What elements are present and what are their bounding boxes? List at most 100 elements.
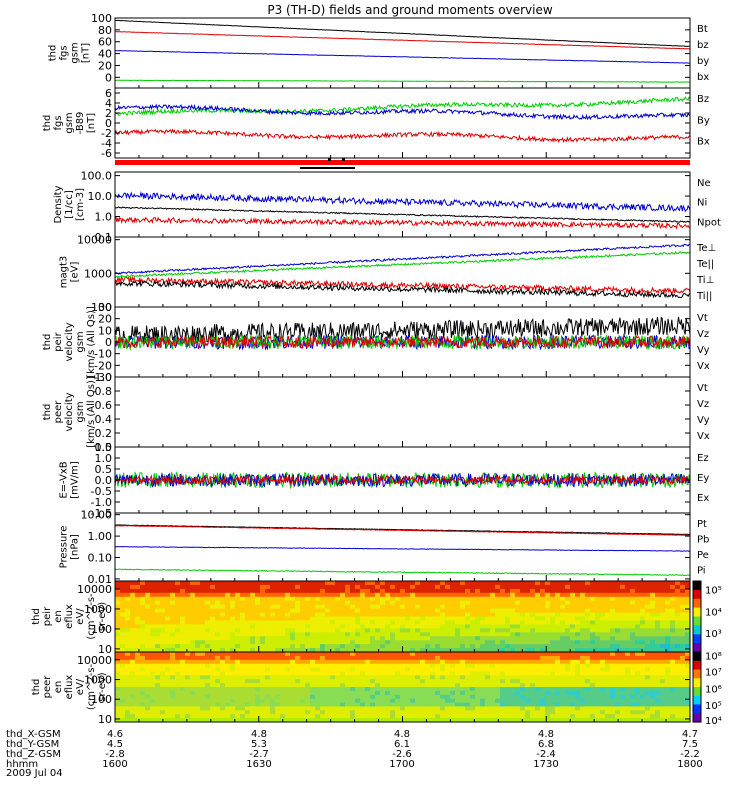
- series-pi: [114, 568, 691, 577]
- heatmap-cell: [230, 671, 236, 676]
- heatmap-cell: [600, 640, 606, 645]
- heatmap-cell: [350, 600, 356, 606]
- heatmap-cell: [155, 636, 161, 641]
- heatmap-cell: [150, 584, 156, 590]
- heatmap-cell: [240, 718, 246, 723]
- heatmap-cell: [270, 694, 276, 700]
- heatmap-cell: [400, 702, 406, 707]
- heatmap-cell: [115, 667, 121, 672]
- heatmap-cell: [635, 640, 641, 645]
- heatmap-cell: [265, 687, 271, 692]
- heatmap-cell: [545, 718, 551, 723]
- heatmap-cell: [665, 679, 671, 684]
- heatmap-cell: [510, 584, 516, 590]
- heatmap-cell: [410, 683, 416, 688]
- heatmap-cell: [340, 710, 346, 715]
- heatmap-cell: [620, 644, 626, 649]
- heatmap-cell: [310, 600, 316, 606]
- heatmap-cell: [210, 690, 216, 696]
- y-tick-label: 0.4: [95, 413, 113, 426]
- heatmap-cell: [540, 592, 546, 598]
- heatmap-cell: [530, 604, 536, 610]
- heatmap-cell: [205, 694, 211, 700]
- heatmap-cell: [230, 648, 236, 653]
- heatmap-cell: [430, 584, 436, 590]
- heatmap-cell: [130, 675, 136, 680]
- heatmap-cell: [365, 616, 371, 621]
- heatmap-cell: [355, 683, 361, 688]
- heatmap-cell: [465, 675, 471, 680]
- heatmap-cell: [475, 690, 481, 696]
- heatmap-cell: [630, 636, 636, 641]
- heatmap-cell: [300, 644, 306, 649]
- heatmap-cell: [480, 663, 486, 669]
- heatmap-cell: [195, 690, 201, 696]
- heatmap-cell: [650, 624, 656, 629]
- heatmap-cell: [565, 604, 571, 610]
- heatmap-cell: [475, 675, 481, 680]
- heatmap-cell: [200, 644, 206, 649]
- heatmap-cell: [190, 636, 196, 641]
- heatmap-cell: [360, 671, 366, 676]
- heatmap-cell: [615, 698, 621, 704]
- heatmap-cell: [570, 648, 576, 653]
- heatmap-cell: [630, 608, 636, 613]
- heatmap-cell: [450, 652, 456, 657]
- heatmap-cell: [435, 612, 441, 617]
- heatmap-cell: [470, 616, 476, 621]
- heatmap-cell: [500, 624, 506, 629]
- heatmap-cell: [430, 624, 436, 629]
- heatmap-cell: [395, 596, 401, 602]
- heatmap-cell: [330, 675, 336, 680]
- heatmap-cell: [535, 636, 541, 641]
- heatmap-cell: [470, 596, 476, 602]
- heatmap-cell: [120, 659, 126, 665]
- y-axis-label-line: sr-eV): [97, 672, 108, 701]
- heatmap-cell: [155, 675, 161, 680]
- heatmap-cell: [650, 706, 656, 711]
- heatmap-cell: [145, 718, 151, 723]
- heatmap-cell: [480, 659, 486, 665]
- heatmap-cell: [445, 608, 451, 613]
- heatmap-cell: [525, 714, 531, 719]
- heatmap-cell: [260, 620, 266, 625]
- heatmap-cell: [395, 698, 401, 704]
- heatmap-cell: [580, 710, 586, 715]
- heatmap-cell: [240, 636, 246, 641]
- heatmap-cell: [510, 706, 516, 711]
- heatmap-cell: [660, 600, 666, 606]
- heatmap-cell: [315, 616, 321, 621]
- heatmap-cell: [375, 718, 381, 723]
- heatmap-cell: [450, 706, 456, 711]
- heatmap-cell: [445, 655, 451, 661]
- heatmap-cell: [350, 698, 356, 704]
- heatmap-cell: [445, 702, 451, 707]
- heatmap-cell: [250, 671, 256, 676]
- heatmap-cell: [180, 714, 186, 719]
- heatmap-cell: [140, 620, 146, 625]
- heatmap-cell: [425, 640, 431, 645]
- heatmap-cell: [595, 702, 601, 707]
- heatmap-cell: [125, 683, 131, 688]
- heatmap-cell: [640, 648, 646, 653]
- heatmap-cell: [595, 608, 601, 613]
- heatmap-cell: [500, 628, 506, 633]
- heatmap-cell: [430, 588, 436, 594]
- heatmap-cell: [130, 690, 136, 696]
- heatmap-cell: [540, 648, 546, 653]
- heatmap-cell: [430, 581, 436, 586]
- heatmap-cell: [170, 652, 176, 657]
- heatmap-cell: [240, 581, 246, 586]
- heatmap-cell: [420, 624, 426, 629]
- heatmap-cell: [325, 581, 331, 586]
- heatmap-cell: [410, 596, 416, 602]
- y-axis-label-line: [nPa]: [70, 534, 81, 560]
- heatmap-cell: [395, 671, 401, 676]
- heatmap-cell: [560, 706, 566, 711]
- heatmap-cell: [165, 632, 171, 637]
- heatmap-cell: [480, 718, 486, 723]
- heatmap-cell: [405, 655, 411, 661]
- heatmap-cell: [375, 584, 381, 590]
- heatmap-cell: [375, 687, 381, 692]
- heatmap-cell: [360, 706, 366, 711]
